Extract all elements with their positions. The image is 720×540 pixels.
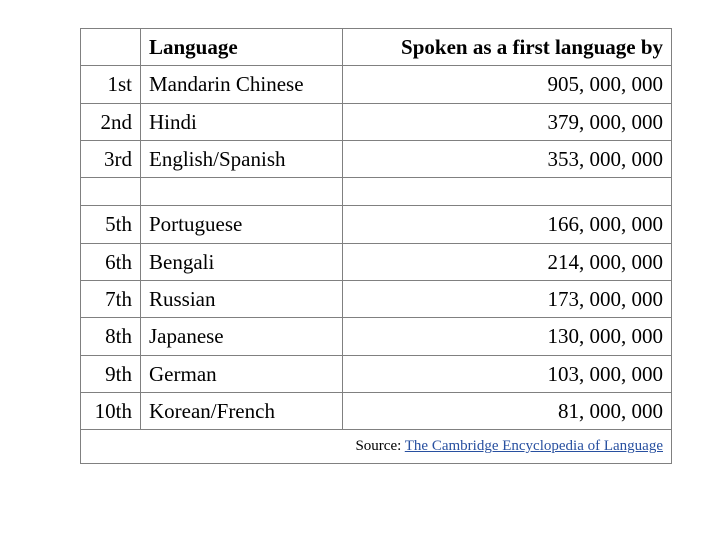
- table-row: 2nd Hindi 379, 000, 000: [81, 103, 672, 140]
- cell-language: German: [141, 355, 343, 392]
- languages-table: Language Spoken as a first language by 1…: [80, 28, 672, 464]
- cell-count: 81, 000, 000: [343, 393, 672, 430]
- header-rank: [81, 29, 141, 66]
- cell-count: 353, 000, 000: [343, 141, 672, 178]
- table-row: 6th Bengali 214, 000, 000: [81, 243, 672, 280]
- cell-rank: 8th: [81, 318, 141, 355]
- gap-cell: [81, 178, 141, 206]
- cell-language: Bengali: [141, 243, 343, 280]
- cell-count: 103, 000, 000: [343, 355, 672, 392]
- cell-rank: 2nd: [81, 103, 141, 140]
- table-row: 5th Portuguese 166, 000, 000: [81, 206, 672, 243]
- gap-cell: [343, 178, 672, 206]
- cell-count: 166, 000, 000: [343, 206, 672, 243]
- cell-count: 173, 000, 000: [343, 281, 672, 318]
- cell-language: Mandarin Chinese: [141, 66, 343, 103]
- cell-language: Japanese: [141, 318, 343, 355]
- cell-rank: 9th: [81, 355, 141, 392]
- gap-cell: [141, 178, 343, 206]
- cell-rank: 3rd: [81, 141, 141, 178]
- table-row: 1st Mandarin Chinese 905, 000, 000: [81, 66, 672, 103]
- cell-language: Korean/French: [141, 393, 343, 430]
- table-row: 7th Russian 173, 000, 000: [81, 281, 672, 318]
- source-link[interactable]: The Cambridge Encyclopedia of Language: [405, 438, 663, 454]
- header-count: Spoken as a first language by: [343, 29, 672, 66]
- cell-rank: 1st: [81, 66, 141, 103]
- table-gap-row: [81, 178, 672, 206]
- table-row: 3rd English/Spanish 353, 000, 000: [81, 141, 672, 178]
- cell-count: 214, 000, 000: [343, 243, 672, 280]
- table-row: 9th German 103, 000, 000: [81, 355, 672, 392]
- cell-count: 130, 000, 000: [343, 318, 672, 355]
- cell-rank: 6th: [81, 243, 141, 280]
- source-label: Source:: [355, 438, 404, 454]
- source-cell: Source: The Cambridge Encyclopedia of La…: [81, 430, 672, 463]
- cell-rank: 7th: [81, 281, 141, 318]
- source-row: Source: The Cambridge Encyclopedia of La…: [81, 430, 672, 463]
- header-language: Language: [141, 29, 343, 66]
- cell-language: English/Spanish: [141, 141, 343, 178]
- table-row: 10th Korean/French 81, 000, 000: [81, 393, 672, 430]
- cell-language: Portuguese: [141, 206, 343, 243]
- cell-language: Hindi: [141, 103, 343, 140]
- cell-rank: 10th: [81, 393, 141, 430]
- cell-language: Russian: [141, 281, 343, 318]
- cell-rank: 5th: [81, 206, 141, 243]
- cell-count: 379, 000, 000: [343, 103, 672, 140]
- table-row: 8th Japanese 130, 000, 000: [81, 318, 672, 355]
- cell-count: 905, 000, 000: [343, 66, 672, 103]
- table-header-row: Language Spoken as a first language by: [81, 29, 672, 66]
